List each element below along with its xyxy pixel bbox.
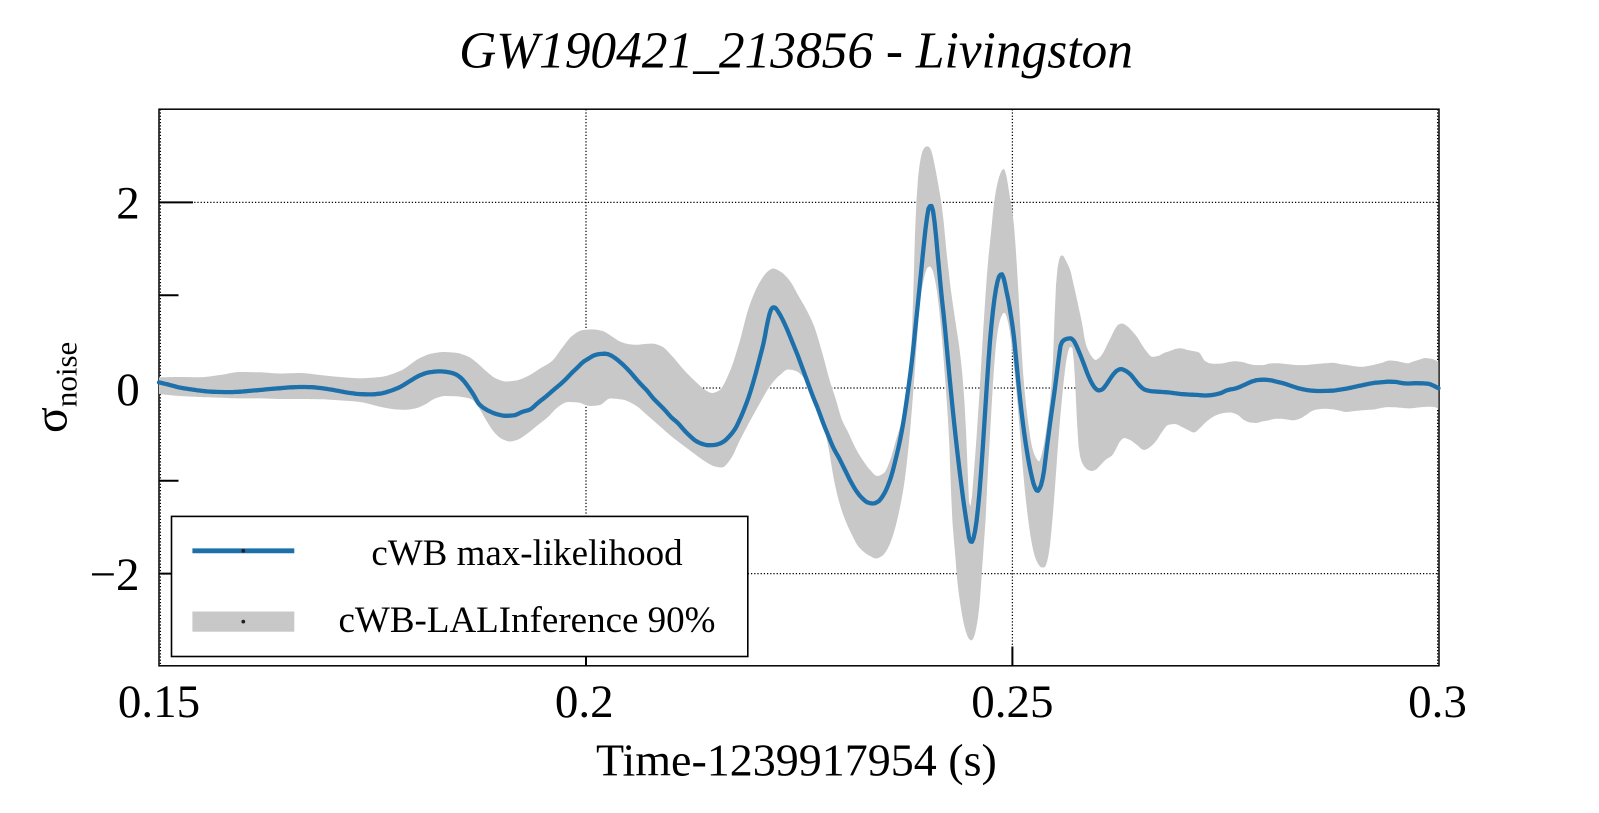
- svg-text:0.3: 0.3: [1408, 676, 1467, 728]
- svg-text:2: 2: [116, 178, 140, 230]
- svg-text:Time-1239917954 (s): Time-1239917954 (s): [596, 734, 997, 785]
- svg-text:0: 0: [116, 364, 140, 416]
- svg-text:−2: −2: [89, 549, 139, 601]
- svg-text:cWB max-likelihood: cWB max-likelihood: [371, 533, 683, 574]
- svg-text:0.15: 0.15: [118, 676, 200, 728]
- svg-text:cWB-LALInference 90%: cWB-LALInference 90%: [339, 600, 716, 641]
- svg-text:0.2: 0.2: [555, 676, 614, 728]
- svg-text:0.25: 0.25: [971, 676, 1053, 728]
- svg-text:GW190421_213856 - Livingston: GW190421_213856 - Livingston: [459, 23, 1133, 80]
